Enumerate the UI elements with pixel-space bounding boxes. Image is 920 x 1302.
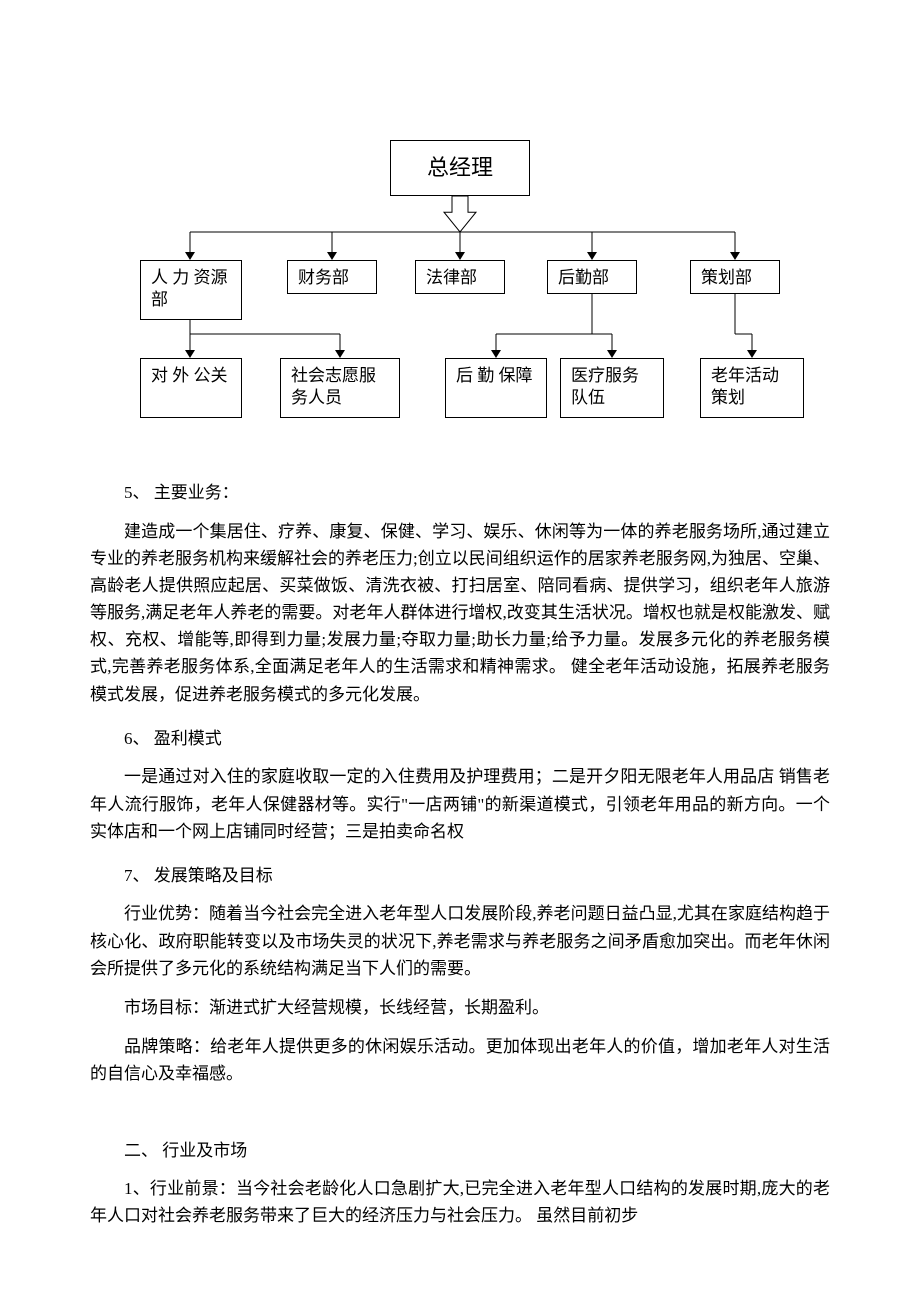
heading-s7: 7、 发展策略及目标 [90,863,830,889]
org-node-logistics: 后勤部 [547,260,637,294]
org-node-hr: 人 力 资源部 [140,260,242,320]
org-node-medical: 医疗服务队伍 [560,358,664,418]
org-node-planning: 策划部 [690,260,780,294]
org-chart: 总经理人 力 资源部 财务部 法律部 后勤部 策划部对 外 公关社会志愿服务人员后 勤 … [90,120,830,440]
spacer [90,1100,830,1120]
org-node-top: 总经理 [390,140,530,196]
para-s7-1: 行业优势：随着当今社会完全进入老年型人口发展阶段,养老问题日益凸显,尤其在家庭结… [90,900,830,982]
para-s5: 建造成一个集居住、疗养、康复、保健、学习、娱乐、休闲等为一体的养老服务场所,通过… [90,518,830,708]
org-node-activity: 老年活动策划 [700,358,804,418]
para-s6: 一是通过对入住的家庭收取一定的入住费用及护理费用；二是开夕阳无限老年人用品店 销… [90,763,830,845]
para-s7-2: 市场目标：渐进式扩大经营规模，长线经营，长期盈利。 [90,994,830,1021]
org-node-finance: 财务部 [287,260,377,294]
para-part2-1: 1、行业前景：当今社会老龄化人口急剧扩大,已完全进入老年型人口结构的发展时期,庞… [90,1175,830,1229]
org-node-legal: 法律部 [415,260,505,294]
org-node-supply: 后 勤 保障 [445,358,547,418]
heading-part2: 二、 行业及市场 [90,1138,830,1164]
org-node-volunteer: 社会志愿服务人员 [280,358,400,418]
para-s7-3: 品牌策略：给老年人提供更多的休闲娱乐活动。更加体现出老年人的价值，增加老年人对生… [90,1033,830,1087]
heading-s5: 5、 主要业务： [90,480,830,506]
org-node-pr: 对 外 公关 [140,358,242,418]
heading-s6: 6、 盈利模式 [90,726,830,752]
